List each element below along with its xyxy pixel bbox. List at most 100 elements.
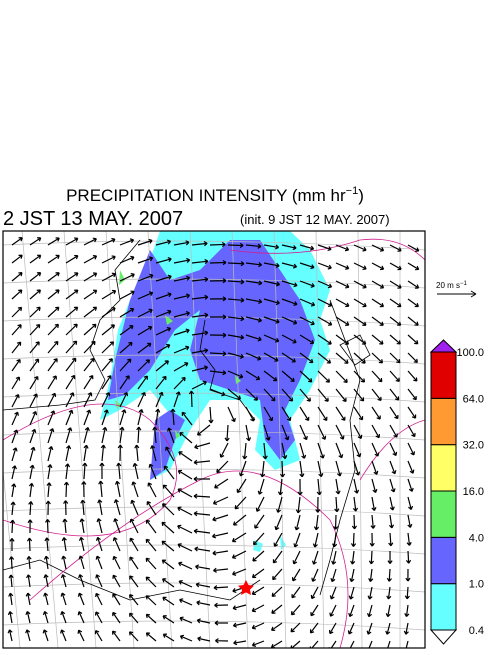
wind-arrow: [281, 370, 295, 382]
wind-arrow: [119, 426, 125, 444]
wind-arrow: [129, 537, 139, 552]
wind-arrow: [26, 537, 33, 552]
colorbar-over: [429, 339, 458, 353]
wind-arrow: [371, 280, 385, 289]
colorbar-segment: [430, 536, 457, 585]
wind-arrow: [47, 446, 54, 462]
wind-arrow: [162, 484, 175, 498]
wind-arrow: [353, 298, 367, 308]
wind-arrow: [60, 574, 67, 588]
wind-arrow: [389, 316, 402, 326]
wind-arrow: [353, 370, 366, 383]
wind-arrow: [277, 478, 284, 496]
wind-arrow: [129, 518, 139, 534]
wind-arrow: [191, 294, 209, 300]
wind-arrow: [191, 348, 209, 354]
wind-arrow: [165, 446, 175, 462]
wind-arrow: [371, 244, 385, 252]
wind-arrow: [259, 460, 266, 478]
init-time: (init. 9 JST 12 MAY. 2007): [240, 212, 390, 227]
wind-arrow: [134, 444, 140, 462]
wind-arrow: [407, 352, 418, 364]
colorbar-segment: [430, 397, 457, 446]
grid-line: [63, 231, 97, 648]
wind-arrow: [137, 408, 144, 426]
wind-arrow: [404, 604, 410, 617]
wind-arrow: [251, 586, 265, 596]
wind-arrow: [152, 426, 158, 444]
wind-arrow: [83, 323, 97, 336]
wind-arrow: [95, 592, 103, 606]
wind-arrow: [155, 408, 161, 426]
wind-arrow: [101, 392, 111, 408]
wind-arrow: [311, 568, 319, 582]
wind-arrow: [162, 596, 175, 606]
wind-arrow: [292, 550, 301, 565]
wind-arrow: [263, 370, 278, 382]
wind-arrow: [335, 370, 348, 384]
title-text: PRECIPITATION INTENSITY (mm hr: [66, 186, 346, 205]
wind-arrow: [83, 427, 90, 444]
wind-arrow: [353, 244, 367, 252]
wind-arrow: [242, 442, 248, 460]
grid-line: [3, 392, 425, 403]
wind-arrow: [335, 478, 341, 495]
wind-arrow: [170, 408, 176, 426]
grid-line: [3, 430, 425, 441]
wind-arrow: [155, 360, 169, 372]
wind-arrow: [47, 375, 57, 390]
wind-arrow: [328, 622, 337, 635]
wind-arrow: [25, 592, 31, 606]
wind-arrow: [227, 406, 236, 423]
wind-arrow: [263, 280, 281, 287]
wind-arrow: [371, 298, 385, 308]
wind-arrow: [119, 325, 134, 336]
wind-arrow: [371, 352, 384, 364]
wind-arrow: [65, 427, 73, 444]
wind-arrow: [191, 365, 208, 372]
grid-line: [3, 582, 425, 593]
wind-arrow: [232, 622, 247, 628]
wind-arrow: [195, 564, 211, 570]
wind-arrow: [389, 298, 402, 308]
wind-arrow: [11, 376, 21, 390]
wind-arrow: [353, 316, 367, 326]
wind-arrow: [137, 375, 148, 390]
wind-arrow: [407, 244, 420, 252]
wind-arrow: [177, 543, 193, 552]
wind-arrow: [11, 429, 19, 444]
wind-arrow: [310, 604, 319, 617]
wind-arrow: [386, 586, 392, 600]
wind-arrow: [371, 262, 385, 271]
wind-arrow: [367, 604, 373, 618]
wind-arrow: [119, 255, 135, 264]
wind-arrow: [119, 341, 133, 354]
grid-line: [3, 354, 425, 365]
wind-arrow: [195, 582, 211, 588]
wind-arrow: [371, 496, 377, 511]
wind-arrow: [155, 391, 164, 408]
wind-arrow: [191, 330, 209, 336]
wind-arrow: [137, 325, 153, 336]
wind-arrow: [173, 240, 190, 246]
wind-arrow: [371, 370, 383, 383]
wind-arrow: [371, 406, 381, 420]
wind-arrow: [10, 501, 16, 516]
colorbar: 0.4 1.0 4.0 16.0 32.0 64.0 100.0: [429, 339, 484, 645]
wind-arrow: [407, 370, 418, 382]
wind-arrow: [299, 460, 305, 478]
wind-arrow: [193, 511, 211, 517]
wind-arrow: [47, 323, 59, 336]
wind-arrow: [145, 538, 157, 552]
wind-arrow: [257, 478, 265, 495]
wind-arrow: [65, 272, 79, 282]
wind-arrow: [334, 496, 340, 513]
wind-arrow: [389, 262, 402, 271]
wind-arrow: [299, 388, 311, 402]
wind-arrow: [281, 280, 298, 288]
wind-arrow: [212, 496, 229, 505]
wind-arrow: [178, 561, 193, 570]
wind-arrow: [101, 375, 112, 390]
wind-arrow: [137, 291, 154, 300]
wind-arrow: [78, 555, 85, 570]
